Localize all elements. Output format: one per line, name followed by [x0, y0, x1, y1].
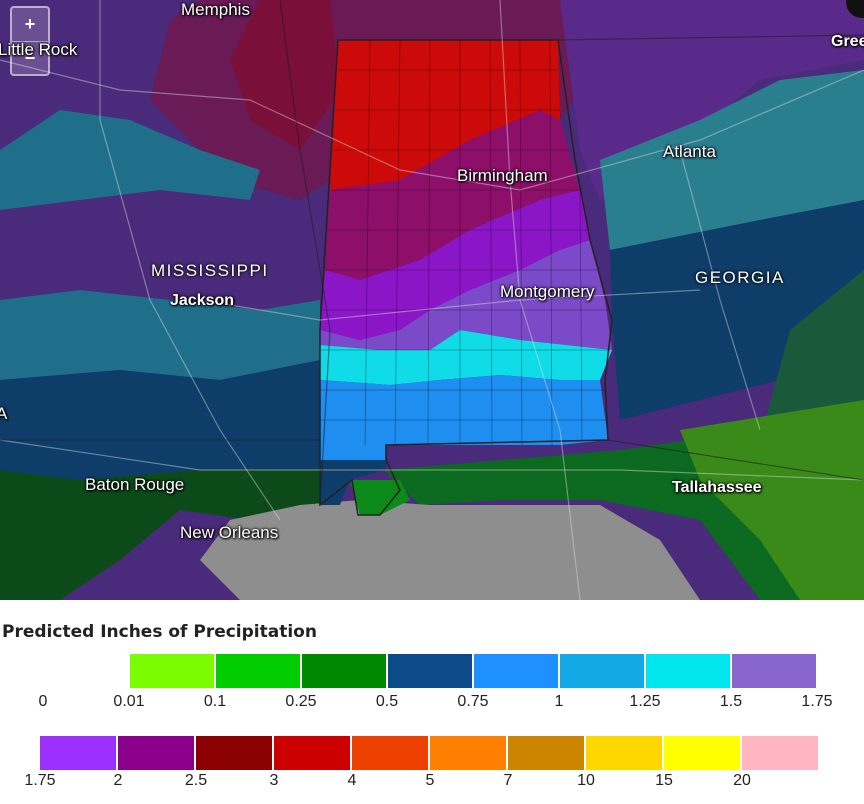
legend-tick-label: 5 — [425, 772, 435, 789]
state-label-mississippi: MISSISSIPPI — [151, 261, 269, 280]
legend-tick-label: 3 — [269, 772, 279, 789]
legend-swatch — [508, 736, 586, 770]
city-label-greenville: Gree — [831, 33, 864, 50]
legend-tick-label: 20 — [733, 772, 751, 789]
city-label-atlanta: Atlanta — [663, 142, 716, 161]
zoom-out-button[interactable]: − — [24, 48, 36, 68]
precipitation-legend: Predicted Inches of Precipitation 0 0.01 0… — [0, 600, 864, 804]
legend-swatch — [40, 736, 118, 770]
city-label-little-rock: Little Rock — [0, 40, 78, 59]
fullscreen-button[interactable] — [846, 0, 864, 18]
legend-tick-label: 1.75 — [24, 772, 56, 789]
legend-swatch — [742, 736, 820, 770]
city-label-new-orleans: New Orleans — [180, 523, 279, 542]
legend-title: Predicted Inches of Precipitation — [2, 622, 317, 642]
city-label-memphis: Memphis — [181, 0, 250, 19]
legend-swatch — [216, 654, 302, 688]
city-label-edge: A — [0, 404, 8, 423]
legend-tick-label: 0.75 — [457, 693, 489, 710]
legend-tick-label: 1.5 — [719, 693, 743, 710]
legend-swatch — [560, 654, 646, 688]
legend-swatch — [274, 736, 352, 770]
legend-tick-label: 10 — [577, 772, 595, 789]
legend-bar-row1 — [130, 654, 820, 688]
legend-swatch — [196, 736, 274, 770]
legend-swatch — [664, 736, 742, 770]
legend-tick-label: 1.25 — [629, 693, 661, 710]
legend-tick-label: 1 — [554, 693, 564, 710]
legend-tick-label: 0.25 — [285, 693, 317, 710]
legend-swatch — [732, 654, 818, 688]
legend-tick-label: 0.01 — [113, 693, 145, 710]
legend-swatch — [474, 654, 560, 688]
city-label-baton-rouge: Baton Rouge — [85, 475, 185, 494]
legend-swatch — [430, 736, 508, 770]
zoom-in-button[interactable]: + — [12, 8, 48, 42]
precipitation-map[interactable]: + − Memphis Little Rock Gree Birmingham … — [0, 0, 864, 600]
legend-tick-label: 0.5 — [375, 693, 399, 710]
city-label-jackson: Jackson — [170, 292, 235, 309]
legend-swatch — [388, 654, 474, 688]
legend-swatch — [586, 736, 664, 770]
legend-swatch — [302, 654, 388, 688]
legend-tick-label: 0 — [38, 693, 48, 710]
city-label-tallahassee: Tallahassee — [672, 479, 762, 496]
city-label-montgomery: Montgomery — [500, 282, 595, 301]
state-label-georgia: GEORGIA — [695, 268, 785, 287]
legend-tick-label: 1.75 — [801, 693, 833, 710]
city-label-birmingham: Birmingham — [457, 166, 548, 185]
legend-swatch — [118, 736, 196, 770]
legend-swatch — [352, 736, 430, 770]
legend-tick-label: 4 — [347, 772, 357, 789]
legend-tick-label: 15 — [655, 772, 673, 789]
legend-swatch — [130, 654, 216, 688]
zoom-control: + − — [10, 6, 50, 76]
precipitation-raster — [0, 0, 864, 600]
legend-bar-row2 — [40, 736, 824, 770]
legend-swatch — [646, 654, 732, 688]
legend-tick-label: 2 — [113, 772, 123, 789]
legend-tick-label: 2.5 — [184, 772, 208, 789]
legend-tick-label: 0.1 — [203, 693, 227, 710]
legend-tick-label: 7 — [503, 772, 513, 789]
